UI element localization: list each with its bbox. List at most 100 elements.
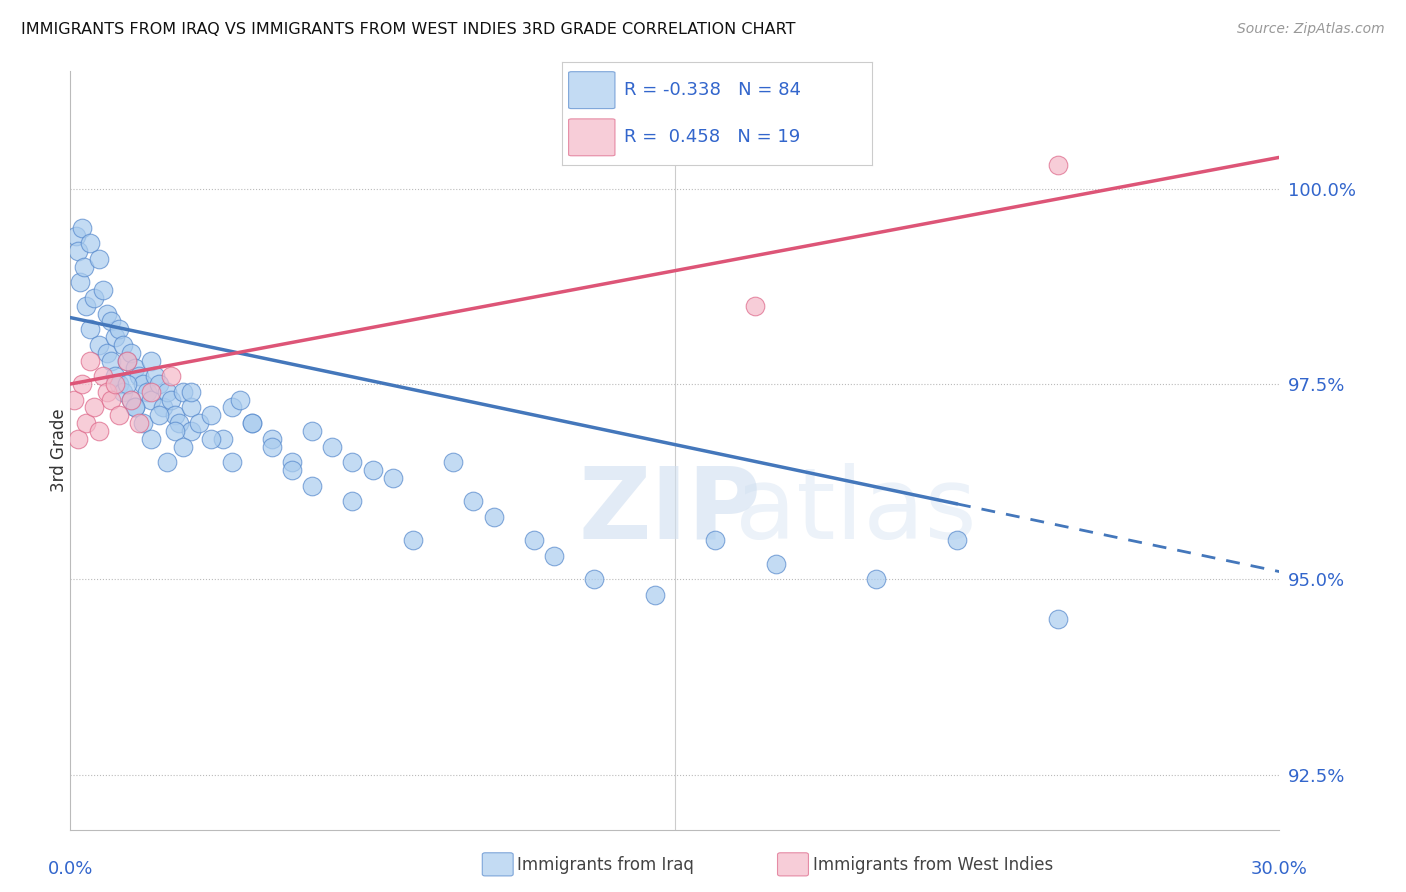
Point [1046,158,1069,172]
Point [156,384,179,399]
FancyBboxPatch shape [568,119,614,156]
Point [132,377,155,392]
Point [156,455,179,469]
Point [107,377,129,392]
Point [104,377,127,392]
Point [342,494,364,508]
Point [212,432,235,446]
Point [281,463,304,477]
Point [63,392,86,407]
Point [321,440,343,454]
Point [583,573,606,587]
Point [1046,611,1069,625]
Point [180,384,202,399]
Point [281,455,304,469]
Point [361,463,384,477]
Point [104,330,127,344]
Point [100,392,122,407]
Point [100,353,122,368]
Point [240,416,263,430]
Point [946,533,969,548]
Point [463,494,485,508]
Point [260,432,283,446]
Point [704,533,727,548]
Point [228,392,250,407]
Point [120,392,142,407]
Point [87,338,110,352]
Point [111,338,134,352]
Text: R =  0.458   N = 19: R = 0.458 N = 19 [624,128,800,146]
Y-axis label: 3rd Grade: 3rd Grade [51,409,67,492]
Point [200,409,222,423]
Point [765,557,787,571]
Text: ZIP: ZIP [578,463,761,559]
Text: IMMIGRANTS FROM IRAQ VS IMMIGRANTS FROM WEST INDIES 3RD GRADE CORRELATION CHART: IMMIGRANTS FROM IRAQ VS IMMIGRANTS FROM … [21,22,796,37]
FancyBboxPatch shape [568,71,614,109]
Point [180,424,202,438]
Point [104,369,127,384]
Point [124,401,146,415]
Point [260,440,283,454]
Point [523,533,546,548]
Text: 30.0%: 30.0% [1251,860,1308,878]
Point [91,283,114,297]
Point [221,401,243,415]
Point [167,416,190,430]
Point [107,322,129,336]
Point [67,432,90,446]
Point [143,369,166,384]
Point [115,377,138,392]
Point [87,252,110,266]
Point [139,432,162,446]
Point [83,401,105,415]
Point [744,299,766,313]
Point [165,424,187,438]
Point [75,299,97,313]
Point [115,353,138,368]
Point [402,533,425,548]
Point [644,588,666,602]
Point [96,384,118,399]
Point [148,409,170,423]
Point [72,220,94,235]
Point [128,416,150,430]
Point [120,392,142,407]
Point [188,416,211,430]
Point [240,416,263,430]
Point [301,424,323,438]
Point [120,345,142,359]
Point [73,260,96,274]
Point [79,353,101,368]
Text: 0.0%: 0.0% [48,860,93,878]
Point [152,401,174,415]
Point [96,307,118,321]
Point [160,392,183,407]
Text: R = -0.338   N = 84: R = -0.338 N = 84 [624,81,801,99]
Point [200,432,222,446]
Point [165,409,187,423]
Point [128,369,150,384]
Point [172,440,194,454]
Point [139,384,162,399]
Text: Source: ZipAtlas.com: Source: ZipAtlas.com [1237,22,1385,37]
Point [79,322,101,336]
Point [91,369,114,384]
Point [180,401,202,415]
Point [132,416,155,430]
Point [148,377,170,392]
Point [342,455,364,469]
Point [139,392,162,407]
Point [75,416,97,430]
Point [221,455,243,469]
Point [172,384,194,399]
Text: atlas: atlas [735,463,977,559]
Point [87,424,110,438]
Point [107,409,129,423]
Point [543,549,565,563]
Point [139,353,162,368]
Point [100,314,122,328]
Point [67,244,90,259]
Point [83,291,105,305]
Point [301,478,323,492]
Point [69,276,91,290]
